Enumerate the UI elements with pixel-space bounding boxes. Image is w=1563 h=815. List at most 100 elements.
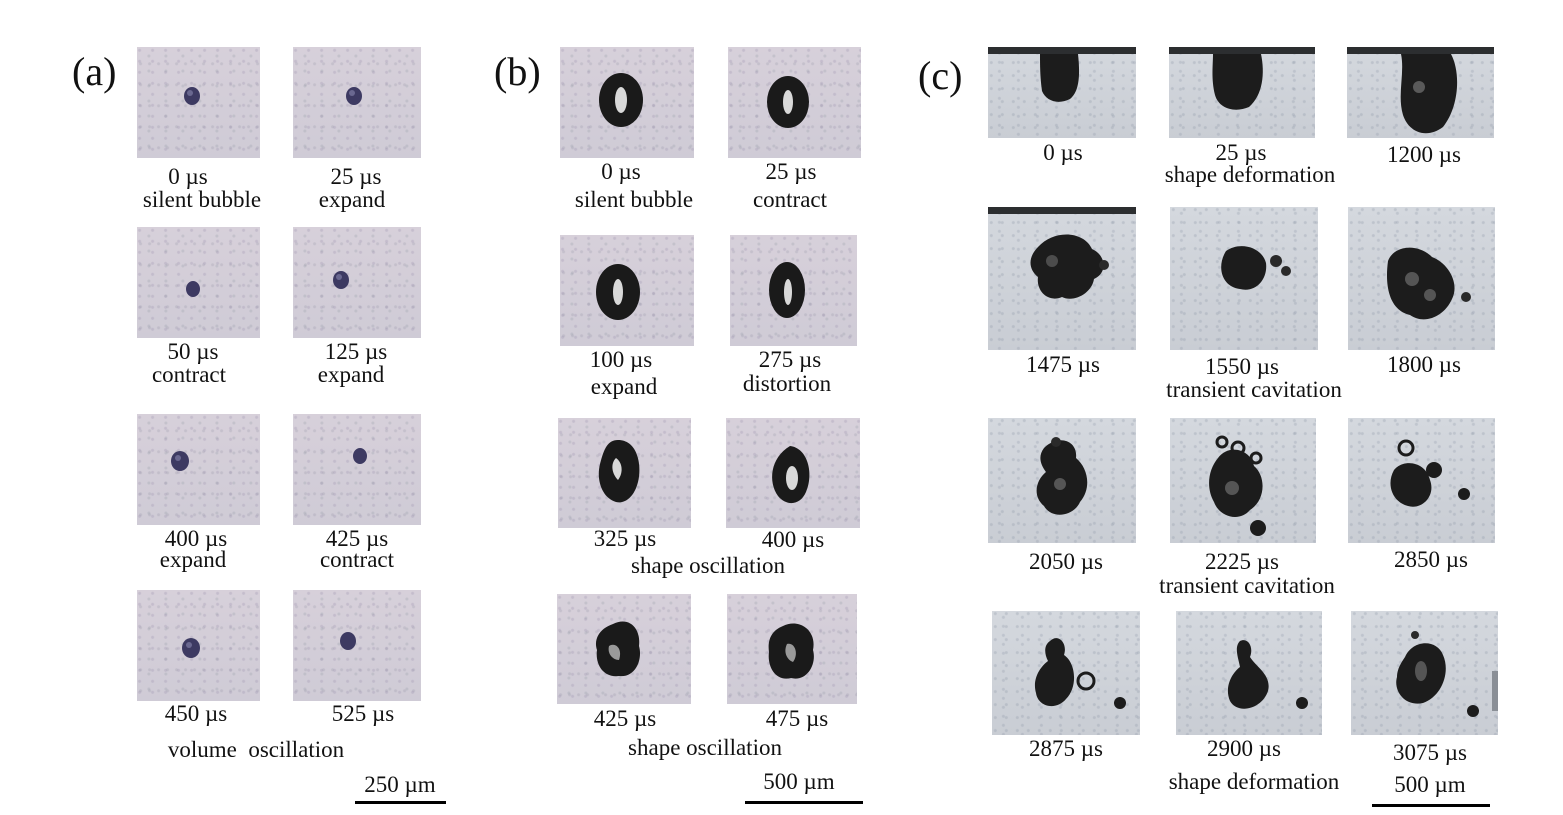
frame-c4	[988, 207, 1136, 350]
bubble-b4	[769, 262, 805, 318]
scale-label-a: 250 µm	[364, 772, 436, 797]
bubble-c8	[1209, 435, 1266, 536]
caption-c6-time: 1800 µs	[1387, 352, 1461, 377]
wall-bar	[988, 207, 1136, 214]
caption-a6-phase: contract	[319, 547, 395, 572]
wall-bar	[1347, 47, 1494, 54]
caption-a2-time: 25 µs	[330, 164, 382, 189]
bubble-b6	[772, 446, 810, 504]
frame-b3	[560, 235, 694, 346]
caption-c1-time: 0 µs	[1043, 140, 1083, 165]
bubble-c9	[1390, 439, 1470, 507]
bubble-c4	[1030, 234, 1109, 299]
caption-b3-time: 100 µs	[589, 347, 653, 372]
caption-b7-time: 425 µs	[593, 706, 657, 731]
caption-a7-time: 450 µs	[164, 701, 228, 726]
scale-bar-c	[1372, 804, 1490, 807]
frame-a2	[293, 47, 421, 158]
caption-b3-phase: expand	[590, 374, 658, 399]
frame-b1	[560, 47, 694, 158]
caption-c5-time: 1550 µs	[1205, 354, 1279, 379]
frame-c11	[1176, 611, 1322, 735]
caption-b8-time: 475 µs	[765, 706, 829, 731]
caption-b4-time: 275 µs	[758, 347, 822, 372]
frame-c8	[1170, 418, 1316, 543]
bubble-a4	[333, 271, 349, 289]
caption-c-row3-phase: transient cavitation	[1159, 573, 1335, 598]
caption-b2-phase: contract	[752, 187, 828, 212]
caption-c10-time: 2875 µs	[1029, 736, 1103, 761]
bubble-b5	[598, 440, 640, 503]
scale-bar-a	[355, 801, 446, 804]
caption-c3-time: 1200 µs	[1387, 142, 1461, 167]
bubble-b1	[599, 73, 643, 127]
panel-c-label: (c)	[918, 53, 963, 98]
frame-b8	[727, 594, 857, 704]
wall-bar	[1169, 47, 1315, 54]
frame-a1	[137, 47, 260, 158]
frame-c1	[988, 47, 1136, 138]
caption-a1-phase: silent bubble	[142, 187, 262, 212]
caption-b4-phase: distortion	[742, 371, 832, 396]
bubble-c10	[1034, 638, 1126, 709]
caption-b-row3-phase: shape oscillation	[631, 553, 785, 578]
caption-c11-time: 2900 µs	[1207, 736, 1281, 761]
caption-a4-time: 125 µs	[324, 339, 388, 364]
frame-b6	[726, 418, 860, 528]
caption-a-row4-phase: volume oscillation	[167, 737, 345, 762]
bubble-a1	[184, 87, 200, 105]
caption-a6-time: 425 µs	[325, 526, 389, 551]
bubble-c2	[1212, 54, 1263, 110]
caption-a8-time: 525 µs	[331, 701, 395, 726]
frame-c7	[988, 418, 1136, 543]
caption-b1-phase: silent bubble	[574, 187, 694, 212]
frame-b7	[557, 594, 691, 704]
frame-c3	[1347, 47, 1494, 138]
frame-c2	[1169, 47, 1315, 138]
frame-c5	[1170, 207, 1318, 350]
caption-c7-time: 2050 µs	[1029, 549, 1103, 574]
bubble-c3	[1400, 54, 1458, 134]
caption-a5-phase: expand	[159, 547, 227, 572]
frame-b2	[728, 47, 861, 158]
frame-c10	[992, 611, 1140, 735]
caption-c12-time: 3075 µs	[1393, 740, 1467, 765]
caption-b2-time: 25 µs	[765, 159, 817, 184]
caption-c9-time: 2850 µs	[1394, 547, 1468, 572]
caption-a3-phase: contract	[151, 362, 227, 387]
caption-c2-time: 25 µs	[1215, 140, 1267, 165]
bubble-c1	[1040, 54, 1080, 102]
frame-a5	[137, 414, 260, 525]
caption-b-row4-phase: shape oscillation	[628, 735, 782, 760]
frame-b4	[730, 235, 857, 346]
scale-label-b: 500 µm	[763, 769, 835, 794]
bubble-b7	[595, 621, 641, 677]
frame-a7	[137, 590, 260, 701]
bubble-c11	[1227, 640, 1308, 709]
panel-a-label: (a)	[72, 49, 117, 94]
wall-bar	[988, 47, 1136, 54]
caption-a1-time: 0 µs	[168, 164, 208, 189]
caption-a2-phase: expand	[318, 187, 386, 212]
caption-c8-time: 2225 µs	[1205, 549, 1279, 574]
frame-c6	[1348, 207, 1495, 350]
frame-c9	[1348, 418, 1495, 543]
caption-b1-time: 0 µs	[601, 159, 641, 184]
bubble-a6	[353, 448, 367, 464]
caption-b6-time: 400 µs	[761, 527, 825, 552]
bubble-a7	[182, 638, 200, 658]
caption-c-row1-phase: shape deformation	[1164, 162, 1336, 187]
bubble-a3	[186, 281, 200, 297]
panel-b-label: (b)	[494, 49, 541, 94]
scale-bar-b	[745, 801, 863, 804]
frame-c12	[1351, 611, 1498, 735]
bubble-c7	[1036, 437, 1088, 515]
frame-a8	[293, 590, 421, 701]
caption-c-row4-phase: shape deformation	[1168, 769, 1340, 794]
caption-a4-phase: expand	[317, 362, 385, 387]
frame-a3	[137, 227, 260, 338]
bubble-c5	[1221, 246, 1291, 290]
caption-c-row2-phase: transient cavitation	[1166, 377, 1342, 402]
bubble-c12	[1396, 631, 1498, 717]
caption-b5-time: 325 µs	[593, 526, 657, 551]
